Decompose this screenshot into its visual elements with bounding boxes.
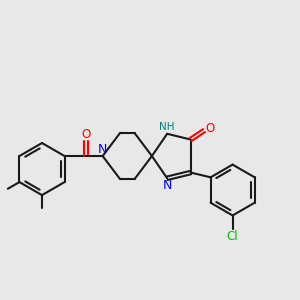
Text: O: O xyxy=(82,128,91,141)
Text: O: O xyxy=(205,122,214,135)
Text: NH: NH xyxy=(159,122,174,132)
Text: N: N xyxy=(98,142,107,155)
Text: Cl: Cl xyxy=(227,230,239,243)
Text: N: N xyxy=(163,179,172,192)
